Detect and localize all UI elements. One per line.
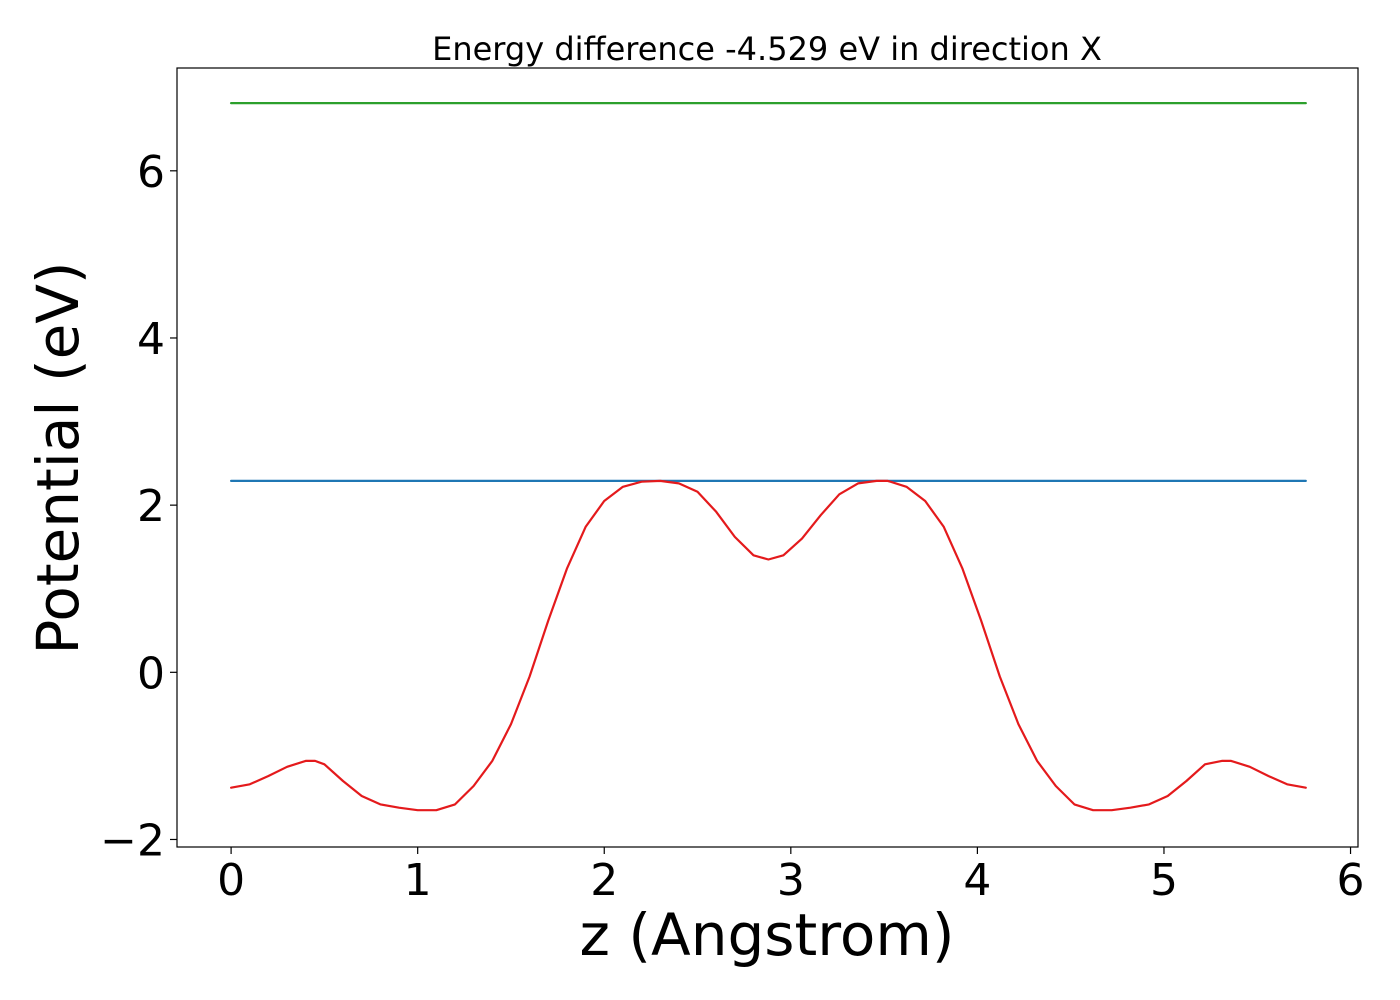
chart-title: Energy difference -4.529 eV in direction…: [432, 30, 1102, 68]
x-tick-label: 0: [217, 855, 245, 906]
x-axis-ticks: 0 1 2 3 4 5 6: [217, 847, 1365, 906]
x-tick-label: 2: [590, 855, 618, 906]
y-tick-label: 6: [137, 147, 165, 198]
x-tick-label: 5: [1150, 855, 1178, 906]
y-tick-label: 4: [137, 314, 165, 365]
plot-frame: [176, 67, 1359, 848]
series-line-2: [230, 479, 1307, 812]
y-axis-ticks: −2 0 2 4 6: [100, 147, 177, 866]
x-tick-label: 4: [963, 855, 991, 906]
series-layer: [230, 101, 1307, 812]
y-tick-label: 2: [137, 481, 165, 532]
y-axis-label: Potential (eV): [24, 261, 92, 654]
y-tick-label: 0: [137, 648, 165, 699]
x-tick-label: 6: [1337, 855, 1365, 906]
x-tick-label: 1: [404, 855, 432, 906]
x-axis-label: z (Angstrom): [580, 901, 955, 969]
y-tick-label: −2: [100, 815, 165, 866]
x-tick-label: 3: [777, 855, 805, 906]
plot-area: [176, 67, 1359, 848]
